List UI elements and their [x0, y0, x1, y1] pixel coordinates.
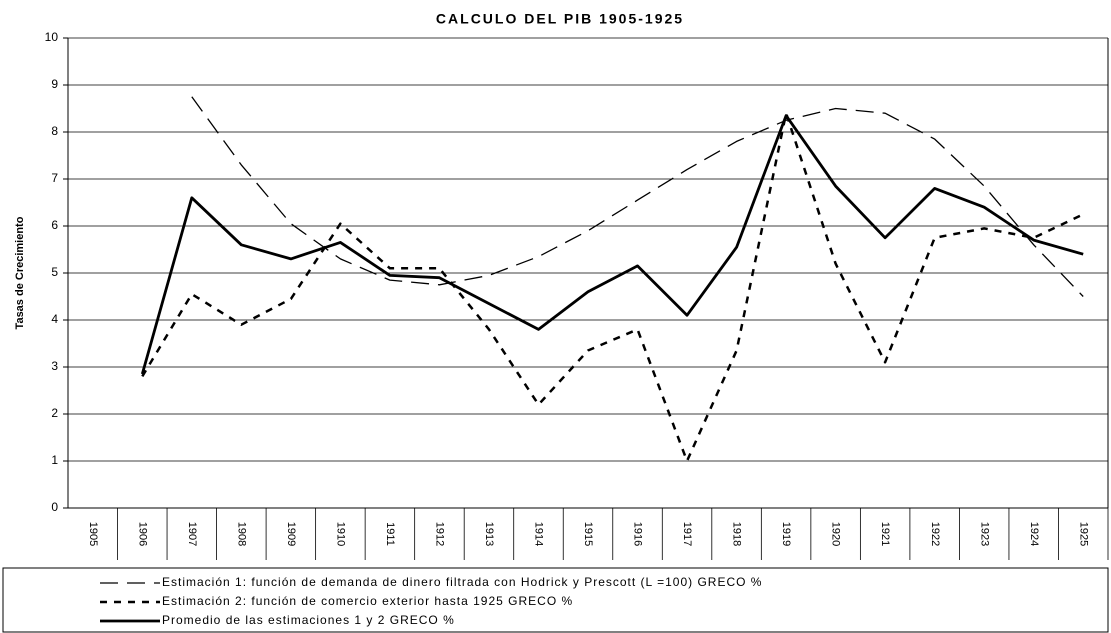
- x-tick-label: 1908: [235, 522, 247, 546]
- legend-box: [2, 567, 1109, 633]
- x-tick-label: 1921: [879, 522, 891, 546]
- y-tick-label: 7: [51, 171, 58, 185]
- x-tick-label: 1905: [87, 522, 99, 546]
- x-tick-label: 1909: [285, 522, 297, 546]
- y-tick-label: 2: [51, 406, 58, 420]
- x-tick-label: 1910: [334, 522, 346, 546]
- x-tick-label: 1923: [978, 522, 990, 546]
- legend-label: Promedio de las estimaciones 1 y 2 GRECO…: [162, 613, 455, 627]
- x-tick-label: 1922: [929, 522, 941, 546]
- y-tick-label: 8: [51, 124, 58, 138]
- y-tick-label: 4: [51, 312, 58, 326]
- x-tick-label: 1925: [1077, 522, 1089, 546]
- x-tick-label: 1911: [384, 522, 396, 546]
- x-tick-label: 1917: [681, 522, 693, 546]
- x-tick-label: 1916: [632, 522, 644, 546]
- series-line: [191, 96, 1084, 297]
- x-tick-label: 1915: [582, 522, 594, 546]
- y-tick-label: 1: [51, 453, 58, 467]
- chart-title: CALCULO DEL PIB 1905-1925: [436, 11, 684, 27]
- x-tick-label: 1919: [780, 522, 792, 546]
- series-line: [140, 114, 1084, 375]
- y-tick-label: 0: [51, 500, 58, 514]
- x-tick-label: 1920: [830, 522, 842, 546]
- y-tick-label: 9: [51, 77, 58, 91]
- legend-label: Estimación 2: función de comercio exteri…: [162, 594, 573, 608]
- series-line: [141, 111, 1084, 463]
- x-tick-label: 1914: [533, 522, 545, 546]
- y-tick-label: 5: [51, 265, 58, 279]
- y-tick-label: 6: [51, 218, 58, 232]
- y-tick-label: 10: [45, 30, 59, 44]
- x-tick-label: 1913: [483, 522, 495, 546]
- x-tick-label: 1924: [1028, 522, 1040, 546]
- x-tick-label: 1907: [186, 522, 198, 546]
- x-tick-label: 1918: [731, 522, 743, 546]
- y-tick-label: 3: [51, 359, 58, 373]
- y-axis-label: Tasas de Crecimiento: [14, 216, 26, 329]
- x-tick-label: 1906: [136, 522, 148, 546]
- x-tick-label: 1912: [434, 522, 446, 546]
- legend-label: Estimación 1: función de demanda de dine…: [162, 575, 762, 589]
